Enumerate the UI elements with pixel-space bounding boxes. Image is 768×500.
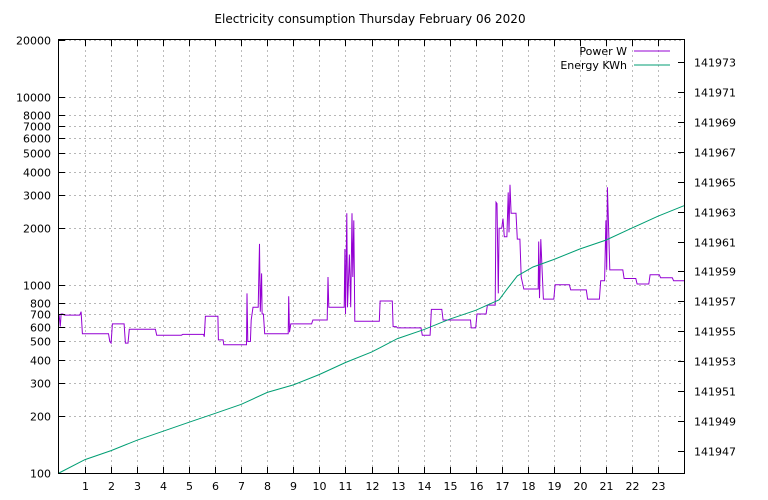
y-tick-label: 4000 xyxy=(23,167,51,180)
y2-tick-label: 141953 xyxy=(694,356,736,369)
y2-tick-label: 141959 xyxy=(694,266,736,279)
x-tick-label: 18 xyxy=(522,480,536,493)
x-tick-label: 9 xyxy=(290,480,297,493)
x-tick-label: 10 xyxy=(313,480,327,493)
x-tick-label: 13 xyxy=(392,480,406,493)
chart-title: Electricity consumption Thursday Februar… xyxy=(214,12,525,26)
x-tick-label: 5 xyxy=(186,480,193,493)
x-tick-label: 22 xyxy=(626,480,640,493)
y2-tick-label: 141969 xyxy=(694,117,736,130)
x-tick-label: 11 xyxy=(339,480,353,493)
x-tick-label: 16 xyxy=(470,480,484,493)
series-line-power xyxy=(58,184,684,346)
x-tick-label: 8 xyxy=(264,480,271,493)
y2-tick-label: 141965 xyxy=(694,177,736,190)
x-tick-label: 3 xyxy=(134,480,141,493)
x-tick-label: 7 xyxy=(238,480,245,493)
y-tick-label: 400 xyxy=(30,355,51,368)
legend-label-power: Power W xyxy=(579,45,627,58)
y2-tick-label: 141963 xyxy=(694,207,736,220)
x-tick-label: 14 xyxy=(418,480,432,493)
x-tick-label: 21 xyxy=(600,480,614,493)
x-tick-label: 15 xyxy=(444,480,458,493)
y-tick-label: 800 xyxy=(30,298,51,311)
y-tick-label: 500 xyxy=(30,336,51,349)
ticks-layer: 1 2 3 4 5 6 7 8 9 10 11 12 13 14 15 16 17 18 19 20 21 22 23100… xyxy=(16,35,736,494)
y-tick-label: 20000 xyxy=(16,35,51,48)
y-tick-label: 7000 xyxy=(23,121,51,134)
x-tick-label: 19 xyxy=(548,480,562,493)
y2-tick-label: 141949 xyxy=(694,416,736,429)
y-tick-label: 300 xyxy=(30,378,51,391)
series-layer xyxy=(58,184,685,474)
y-tick-label: 5000 xyxy=(23,148,51,161)
grid-layer xyxy=(59,40,684,474)
y-tick-label: 100 xyxy=(30,468,51,481)
legend: Power W Energy KWh xyxy=(560,45,670,72)
y-tick-label: 10000 xyxy=(16,92,51,105)
x-tick-label: 12 xyxy=(366,480,380,493)
y2-tick-label: 141947 xyxy=(694,446,736,459)
y-tick-label: 1000 xyxy=(23,280,51,293)
y2-tick-label: 141967 xyxy=(694,147,736,160)
y2-tick-label: 141957 xyxy=(694,296,736,309)
y-tick-label: 8000 xyxy=(23,110,51,123)
y-tick-label: 6000 xyxy=(23,133,51,146)
y2-tick-label: 141955 xyxy=(694,326,736,339)
series-line-energy xyxy=(58,205,685,474)
x-tick-label: 4 xyxy=(160,480,167,493)
x-tick-label: 1 xyxy=(82,480,89,493)
y2-tick-label: 141951 xyxy=(694,386,736,399)
y2-tick-label: 141961 xyxy=(694,237,736,250)
x-tick-label: 20 xyxy=(574,480,588,493)
legend-label-energy: Energy KWh xyxy=(560,59,627,72)
y-tick-label: 600 xyxy=(30,322,51,335)
plot-frame xyxy=(58,39,685,474)
y2-tick-label: 141973 xyxy=(694,57,736,70)
y-tick-label: 2000 xyxy=(23,223,51,236)
x-tick-label: 6 xyxy=(212,480,219,493)
y-tick-label: 3000 xyxy=(23,190,51,203)
x-tick-label: 17 xyxy=(496,480,510,493)
x-tick-label: 23 xyxy=(652,480,666,493)
y-tick-label: 700 xyxy=(30,309,51,322)
x-tick-label: 2 xyxy=(108,480,115,493)
y-tick-label: 200 xyxy=(30,411,51,424)
y2-tick-label: 141971 xyxy=(694,87,736,100)
